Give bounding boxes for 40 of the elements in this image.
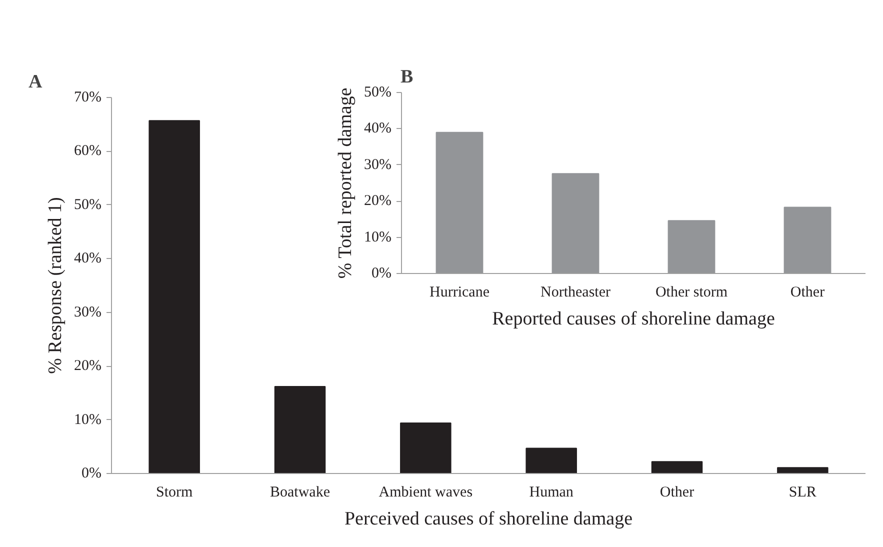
x-tick-label: Other bbox=[790, 284, 825, 300]
bar bbox=[784, 206, 832, 274]
bar bbox=[400, 422, 452, 474]
x-axis-title: Perceived causes of shoreline damage bbox=[344, 508, 633, 530]
y-tick-label: 30% bbox=[364, 156, 392, 173]
x-tick-label: Northeaster bbox=[540, 284, 610, 300]
x-tick-label: Other bbox=[660, 484, 694, 500]
bar bbox=[148, 120, 200, 474]
x-tick-label: Other storm bbox=[655, 284, 728, 300]
y-tick-label: 60% bbox=[74, 143, 102, 160]
y-tick-label: 50% bbox=[364, 84, 392, 100]
y-tick-label: 40% bbox=[364, 120, 392, 137]
y-tick-label: 40% bbox=[74, 250, 102, 267]
y-tick-label: 20% bbox=[74, 358, 102, 374]
x-tick-label: SLR bbox=[788, 484, 816, 500]
y-tick-label: 20% bbox=[364, 193, 392, 210]
x-tick-label: Ambient waves bbox=[378, 484, 473, 500]
bar bbox=[526, 448, 577, 474]
y-tick-label: 50% bbox=[74, 196, 102, 213]
bar bbox=[651, 461, 703, 474]
bar bbox=[777, 467, 828, 474]
bar bbox=[274, 386, 326, 474]
bar bbox=[436, 132, 484, 274]
bar bbox=[552, 173, 600, 274]
x-tick-label: Storm bbox=[156, 484, 193, 500]
y-axis-title: % Total reported damage bbox=[335, 88, 356, 279]
bar bbox=[668, 220, 716, 274]
x-tick-label: Hurricane bbox=[430, 284, 490, 300]
x-axis-title: Reported causes of shoreline damage bbox=[492, 308, 775, 330]
y-tick-label: 0% bbox=[82, 466, 102, 482]
x-tick-label: Boatwake bbox=[270, 484, 330, 500]
y-tick-label: 70% bbox=[74, 90, 102, 106]
chart-title: A bbox=[28, 72, 42, 92]
y-tick-label: 10% bbox=[74, 412, 102, 428]
chart-title: B bbox=[400, 66, 414, 88]
y-tick-label: 30% bbox=[74, 304, 102, 320]
y-tick-label: 0% bbox=[372, 266, 392, 282]
y-axis-title: % Response (ranked 1) bbox=[45, 197, 66, 374]
y-tick-label: 10% bbox=[364, 229, 392, 246]
x-tick-label: Human bbox=[529, 484, 574, 500]
